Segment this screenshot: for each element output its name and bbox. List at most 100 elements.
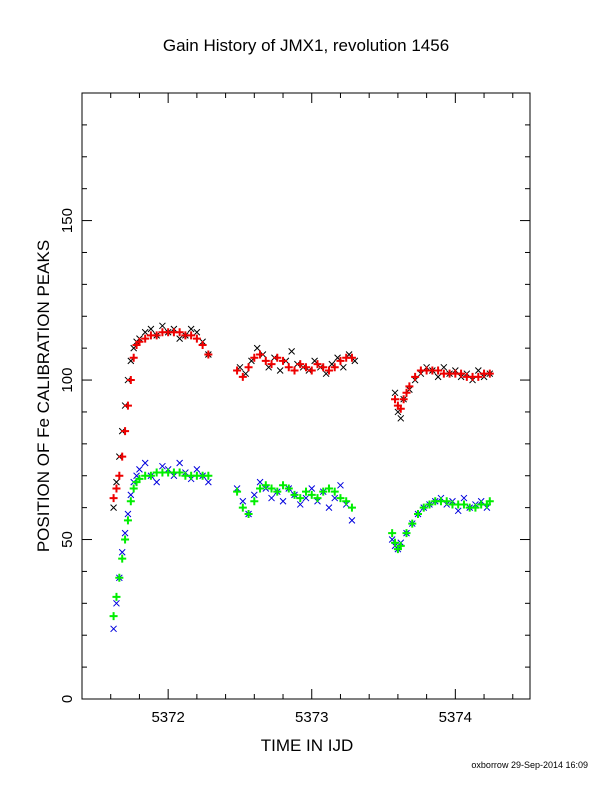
data-point bbox=[141, 328, 149, 336]
data-point bbox=[193, 466, 201, 473]
data-point bbox=[284, 484, 293, 493]
y-tick-label: 150 bbox=[59, 208, 76, 233]
data-point bbox=[402, 529, 411, 538]
data-point bbox=[110, 625, 117, 633]
data-point bbox=[115, 471, 124, 480]
y-tick-label: 50 bbox=[59, 531, 76, 548]
data-point bbox=[153, 478, 161, 486]
data-point bbox=[296, 494, 305, 503]
data-point bbox=[339, 363, 347, 371]
data-point bbox=[324, 484, 333, 493]
data-point bbox=[238, 503, 247, 512]
data-point bbox=[253, 344, 261, 352]
data-point bbox=[399, 395, 408, 404]
x-tick-label: 5374 bbox=[439, 709, 472, 726]
data-point bbox=[313, 494, 322, 503]
y-tick-label: 100 bbox=[59, 368, 76, 393]
data-point bbox=[288, 347, 295, 355]
data-point bbox=[110, 504, 117, 511]
data-point bbox=[187, 331, 196, 340]
data-point bbox=[434, 366, 443, 375]
data-point bbox=[348, 517, 356, 524]
data-point bbox=[112, 484, 121, 493]
data-point bbox=[457, 369, 466, 378]
data-point bbox=[250, 497, 259, 506]
data-point bbox=[239, 497, 247, 505]
data-point bbox=[238, 372, 247, 381]
data-point bbox=[396, 541, 405, 550]
data-point bbox=[135, 474, 144, 483]
data-point bbox=[454, 507, 462, 515]
data-point bbox=[391, 389, 399, 397]
data-point bbox=[204, 471, 213, 480]
series-3 bbox=[109, 468, 494, 621]
data-point bbox=[233, 366, 242, 375]
data-point bbox=[331, 494, 339, 502]
data-point bbox=[337, 481, 344, 489]
data-point bbox=[325, 504, 333, 511]
plot-frame bbox=[81, 92, 531, 700]
data-point bbox=[290, 366, 299, 375]
data-point bbox=[198, 340, 207, 349]
data-point bbox=[192, 334, 201, 343]
data-point bbox=[330, 363, 339, 372]
data-point bbox=[147, 325, 155, 333]
data-point bbox=[159, 462, 166, 470]
data-point bbox=[256, 350, 265, 359]
data-point bbox=[193, 328, 201, 336]
data-point bbox=[324, 366, 333, 375]
data-point bbox=[136, 466, 143, 473]
data-point bbox=[296, 360, 305, 369]
data-point bbox=[113, 478, 120, 486]
data-point bbox=[279, 481, 288, 490]
data-point bbox=[118, 548, 126, 556]
data-point bbox=[414, 510, 422, 519]
data-point bbox=[113, 599, 120, 607]
data-point bbox=[126, 376, 135, 385]
data-point bbox=[336, 356, 345, 365]
data-point bbox=[396, 404, 405, 413]
data-point bbox=[141, 459, 149, 467]
data-point bbox=[233, 487, 242, 496]
data-point bbox=[474, 367, 482, 374]
data-point bbox=[109, 494, 118, 503]
data-point bbox=[205, 478, 212, 486]
x-axis-label: TIME IN IJD bbox=[260, 736, 354, 755]
data-point bbox=[397, 414, 405, 422]
data-point bbox=[244, 363, 253, 372]
data-point bbox=[204, 350, 213, 359]
data-point bbox=[419, 503, 428, 512]
data-point bbox=[175, 468, 184, 477]
data-point bbox=[159, 322, 166, 330]
data-point bbox=[118, 452, 127, 461]
data-point bbox=[267, 360, 276, 369]
data-point bbox=[319, 487, 328, 496]
data-point bbox=[459, 500, 468, 509]
data-point bbox=[425, 500, 434, 509]
data-point bbox=[471, 503, 480, 512]
data-point bbox=[485, 497, 494, 506]
data-point bbox=[296, 501, 304, 508]
data-point bbox=[405, 382, 414, 391]
data-point bbox=[129, 353, 138, 362]
data-point bbox=[347, 353, 356, 362]
data-point bbox=[434, 373, 442, 381]
data-point bbox=[109, 612, 118, 621]
data-point bbox=[176, 459, 183, 467]
data-point bbox=[302, 494, 310, 502]
data-point bbox=[256, 484, 265, 493]
data-point bbox=[330, 487, 339, 496]
data-point bbox=[261, 481, 270, 490]
data-point bbox=[118, 554, 127, 563]
data-point bbox=[302, 363, 310, 372]
data-point bbox=[121, 529, 129, 537]
data-point bbox=[187, 325, 195, 333]
data-point bbox=[336, 494, 345, 503]
chart-title: Gain History of JMX1, revolution 1456 bbox=[162, 36, 450, 55]
data-point bbox=[175, 328, 184, 337]
series-0 bbox=[110, 322, 494, 511]
data-point bbox=[302, 487, 310, 496]
y-tick-label: 0 bbox=[59, 695, 76, 703]
data-point bbox=[115, 573, 124, 582]
